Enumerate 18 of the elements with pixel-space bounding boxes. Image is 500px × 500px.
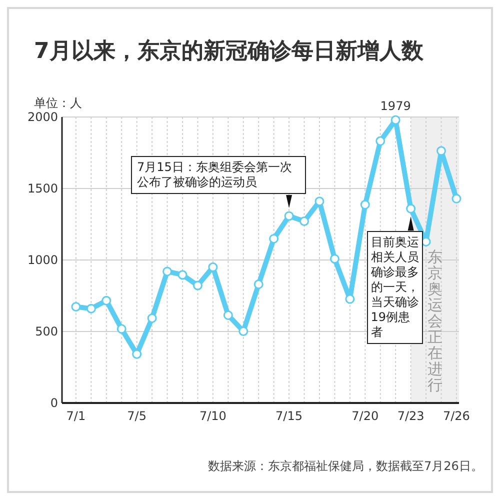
y-tick-label: 1000 xyxy=(27,253,58,267)
y-tick-label: 2000 xyxy=(27,110,58,124)
x-tick-label: 7/15 xyxy=(276,409,303,423)
annotation: 7月15日：东奥组委会第一次公布了被确诊的运动员 xyxy=(131,156,306,194)
y-tick-label: 0 xyxy=(50,396,58,410)
title: 7月以来，东京的新冠确诊每日新增人数 xyxy=(34,39,424,64)
x-tick-label: 7/1 xyxy=(66,409,86,423)
x-tick-label: 7/26 xyxy=(442,409,470,423)
ylabel: 单位：人 xyxy=(34,96,82,110)
x-tick-label: 7/5 xyxy=(127,409,146,423)
y-tick-label: 1500 xyxy=(27,182,58,196)
x-tick-label: 7/23 xyxy=(397,409,424,423)
annotation: 数据来源：东京都福祉保健局，数据截至7月26日。 xyxy=(208,459,483,473)
annotation: 目前奥运相关人员确诊最多的一天，当天确诊19例患者 xyxy=(366,230,423,344)
x-tick-label: 7/10 xyxy=(199,409,226,423)
annotation: 1979 xyxy=(380,99,411,113)
y-tick-label: 500 xyxy=(35,324,58,338)
x-tick-label: 7/20 xyxy=(352,409,379,423)
